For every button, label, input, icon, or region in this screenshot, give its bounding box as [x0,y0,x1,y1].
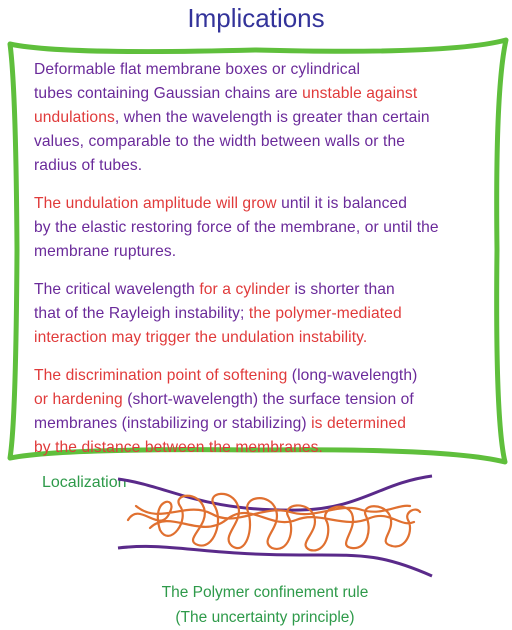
text-segment: that of the Rayleigh instability; [34,305,249,322]
implications-text: Deformable flat membrane boxes or cylind… [34,58,508,474]
text-segment: until it is balanced [276,195,408,212]
polymer-chain [126,492,422,552]
text-segment: values, comparable to the width between … [34,133,405,150]
paragraph-4: The discrimination point of softening (l… [34,364,508,460]
text-segment: Deformable flat membrane boxes or cylind… [34,61,361,78]
paragraph-1: Deformable flat membrane boxes or cylind… [34,58,508,178]
caption-rule: The Polymer confinement rule [161,584,369,601]
text-segment: for a cylinder [199,281,291,298]
text-segment: radius of tubes. [34,157,143,174]
text-segment: the polymer-mediated [248,305,402,322]
text-segment: or hardening [34,391,123,408]
text-segment: is shorter than [290,281,395,298]
text-segment: The critical wavelength [34,281,200,298]
text-segment: undulations [34,109,115,126]
paragraph-3: The critical wavelength for a cylinder i… [34,278,508,350]
text-segment: (short-wavelength) the surface tension o… [122,391,414,408]
text-segment: is determined [311,415,407,432]
text-segment: membrane ruptures. [34,243,177,260]
text-segment: by the elastic restoring force of the me… [34,219,439,236]
text-segment: (long-wavelength) [287,367,418,384]
text-segment: by the distance between the membranes. [34,439,323,456]
caption-principle: (The uncertainty principle) [175,609,355,626]
text-segment: unstable against [302,85,418,102]
pillow-frame [7,37,509,465]
page-title: Implications [187,3,325,33]
text-segment: membranes (instabilizing or stabilizing) [34,415,312,432]
paragraph-2: The undulation amplitude will grow until… [34,192,508,264]
upper-membrane [117,474,433,512]
text-segment: tubes containing Gaussian chains are [34,85,303,102]
text-segment: , when the wavelength is greater than ce… [114,109,430,126]
localization-label: Localization [42,474,127,491]
text-segment: interaction may trigger the undulation i… [34,329,368,346]
lower-membrane [117,544,433,578]
text-segment: The undulation amplitude will grow [34,195,277,212]
text-segment: The discrimination point of softening [34,367,288,384]
